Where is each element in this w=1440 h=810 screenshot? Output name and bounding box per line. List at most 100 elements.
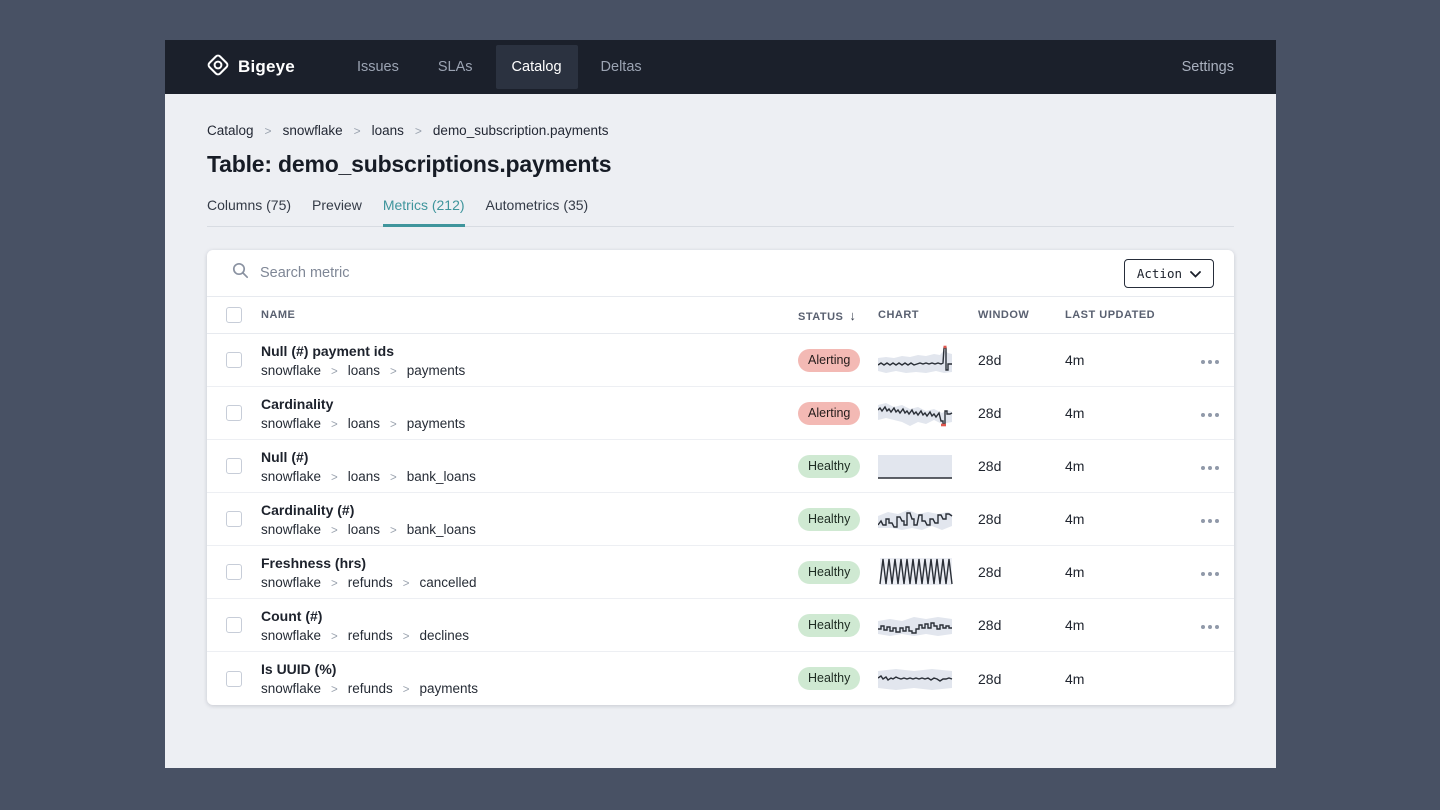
table-row[interactable]: Count (#) snowflake refunds declines Hea… xyxy=(207,599,1234,652)
breadcrumb-catalog[interactable]: Catalog xyxy=(207,123,254,138)
path-schema[interactable]: loans xyxy=(321,522,380,537)
table-row[interactable]: Cardinality (#) snowflake loans bank_loa… xyxy=(207,493,1234,546)
path-source[interactable]: snowflake xyxy=(261,574,322,590)
top-navbar: Bigeye Issues SLAs Catalog Deltas Settin… xyxy=(165,40,1276,94)
metric-name[interactable]: Null (#) xyxy=(261,448,309,465)
sparkline-line xyxy=(878,512,953,528)
window-value: 28d xyxy=(978,511,1002,527)
header-name[interactable]: NAME xyxy=(261,309,296,321)
nav-right: Settings xyxy=(1182,58,1234,76)
tab-preview[interactable]: Preview xyxy=(312,197,362,213)
metric-name[interactable]: Is UUID (%) xyxy=(261,661,337,677)
path-schema[interactable]: refunds xyxy=(321,681,393,696)
row-menu-button[interactable] xyxy=(1199,515,1221,527)
tab-columns[interactable]: Columns (75) xyxy=(207,197,292,213)
breadcrumb-source[interactable]: snowflake xyxy=(254,123,343,138)
page-title: Table: demo_subscriptions.payments xyxy=(207,151,612,177)
path-source[interactable]: snowflake xyxy=(261,468,322,484)
row-checkbox[interactable] xyxy=(226,352,242,368)
breadcrumb-table[interactable]: demo_subscription.payments xyxy=(404,123,609,138)
path-source[interactable]: snowflake xyxy=(261,521,322,537)
status-badge: Healthy xyxy=(798,667,861,690)
path-schema[interactable]: loans xyxy=(321,416,380,431)
breadcrumb-schema[interactable]: loans xyxy=(343,123,404,138)
header-chart[interactable]: CHART xyxy=(878,309,919,321)
last-updated-value: 4m xyxy=(1065,458,1085,474)
path-schema[interactable]: refunds xyxy=(321,628,393,643)
table-row[interactable]: Is UUID (%) snowflake refunds payments H… xyxy=(207,652,1234,705)
row-menu-button[interactable] xyxy=(1199,409,1221,421)
path-table[interactable]: payments xyxy=(393,681,479,696)
row-checkbox[interactable] xyxy=(226,511,242,527)
path-schema[interactable]: loans xyxy=(321,363,380,378)
sparkline-line xyxy=(879,558,953,585)
nav-item-catalog[interactable]: Catalog xyxy=(495,45,578,89)
row-menu-button[interactable] xyxy=(1199,621,1221,633)
metric-name[interactable]: Cardinality xyxy=(261,395,334,412)
metric-path: snowflake loans payments xyxy=(261,416,798,431)
nav-item-deltas[interactable]: Deltas xyxy=(600,59,642,75)
path-source[interactable]: snowflake xyxy=(261,681,322,696)
metric-sparkline[interactable] xyxy=(878,342,978,378)
row-checkbox[interactable] xyxy=(226,617,242,633)
metric-sparkline[interactable] xyxy=(878,448,978,484)
path-source[interactable]: snowflake xyxy=(261,415,322,431)
search-bar xyxy=(232,262,1124,284)
path-table[interactable]: bank_loans xyxy=(380,469,476,484)
path-table[interactable]: payments xyxy=(380,416,466,431)
metric-sparkline[interactable] xyxy=(878,395,978,431)
path-source[interactable]: snowflake xyxy=(261,627,322,643)
row-menu-button[interactable] xyxy=(1199,568,1221,580)
window-value: 28d xyxy=(978,617,1002,633)
path-table[interactable]: cancelled xyxy=(393,575,477,590)
nav-item-slas[interactable]: SLAs xyxy=(437,59,473,75)
table-row[interactable]: Null (#) snowflake loans bank_loans Heal… xyxy=(207,440,1234,493)
row-checkbox[interactable] xyxy=(226,670,242,687)
status-badge: Healthy xyxy=(798,613,861,637)
header-status[interactable]: STATUS ↓ xyxy=(798,307,857,323)
tab-metrics[interactable]: Metrics (212) xyxy=(382,197,465,227)
header-last-updated[interactable]: LAST UPDATED xyxy=(1065,309,1156,321)
metric-sparkline[interactable] xyxy=(878,607,978,643)
action-button[interactable]: Action xyxy=(1123,258,1214,288)
metric-name[interactable]: Freshness (hrs) xyxy=(261,554,367,571)
metric-sparkline[interactable] xyxy=(878,554,978,590)
metric-sparkline[interactable] xyxy=(878,661,978,697)
select-all-checkbox[interactable] xyxy=(226,307,242,323)
metric-name[interactable]: Cardinality (#) xyxy=(261,501,355,518)
nav-item-settings[interactable]: Settings xyxy=(1181,59,1234,75)
brand-logo[interactable]: Bigeye xyxy=(207,54,295,81)
nav-item-issues[interactable]: Issues xyxy=(356,59,399,75)
last-updated-value: 4m xyxy=(1065,617,1085,633)
metric-path: snowflake loans payments xyxy=(261,363,798,378)
nav-items: Issues SLAs Catalog Deltas xyxy=(341,40,665,94)
search-input[interactable] xyxy=(260,265,660,281)
metric-name[interactable]: Count (#) xyxy=(261,607,323,624)
search-icon xyxy=(232,262,249,284)
row-menu-button[interactable] xyxy=(1199,462,1221,474)
status-badge: Healthy xyxy=(798,454,861,478)
metric-name[interactable]: Null (#) payment ids xyxy=(261,342,395,359)
path-table[interactable]: payments xyxy=(380,363,466,378)
row-checkbox[interactable] xyxy=(226,564,242,580)
table-row[interactable]: Null (#) payment ids snowflake loans pay… xyxy=(207,334,1234,387)
path-table[interactable]: declines xyxy=(393,628,470,643)
brand-name: Bigeye xyxy=(238,57,295,76)
row-checkbox[interactable] xyxy=(226,458,242,474)
window-value: 28d xyxy=(978,458,1002,474)
path-schema[interactable]: loans xyxy=(321,469,380,484)
path-source[interactable]: snowflake xyxy=(261,362,322,378)
table-row[interactable]: Freshness (hrs) snowflake refunds cancel… xyxy=(207,546,1234,599)
breadcrumb: Catalog snowflake loans demo_subscriptio… xyxy=(207,123,1234,138)
table-row[interactable]: Cardinality snowflake loans payments Ale… xyxy=(207,387,1234,440)
path-table[interactable]: bank_loans xyxy=(380,522,476,537)
path-schema[interactable]: refunds xyxy=(321,575,393,590)
header-window[interactable]: WINDOW xyxy=(978,309,1030,321)
tab-autometrics[interactable]: Autometrics (35) xyxy=(485,197,589,213)
sort-descending-icon[interactable]: ↓ xyxy=(849,307,857,323)
app-window: Bigeye Issues SLAs Catalog Deltas Settin… xyxy=(165,40,1276,768)
row-menu-button[interactable] xyxy=(1199,356,1221,368)
metric-sparkline[interactable] xyxy=(878,501,978,537)
row-checkbox[interactable] xyxy=(226,405,242,421)
sparkline-band xyxy=(878,668,952,690)
